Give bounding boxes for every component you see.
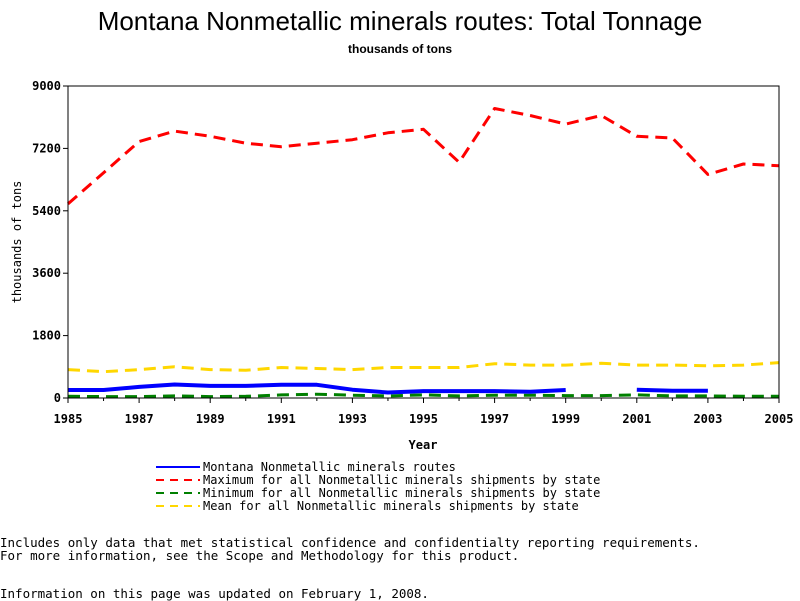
series-line-mean bbox=[67, 361, 780, 374]
y-tick-label: 1800 bbox=[32, 329, 61, 343]
y-tick-label: 0 bbox=[54, 391, 61, 405]
footnote-updated: Information on this page was updated on … bbox=[0, 586, 429, 601]
x-tick-label: 1989 bbox=[196, 412, 225, 426]
y-axis-label: thousands of tons bbox=[10, 181, 24, 304]
y-tick-label: 7200 bbox=[32, 141, 61, 155]
series-line-montana bbox=[68, 382, 566, 395]
x-tick-label: 1999 bbox=[551, 412, 580, 426]
x-axis-label: Year bbox=[409, 438, 438, 452]
series-layer bbox=[67, 107, 780, 399]
series-line-maximum bbox=[67, 107, 780, 206]
x-tick-label: 1997 bbox=[480, 412, 509, 426]
y-tick-label: 9000 bbox=[32, 79, 61, 93]
legend-label-mean: Mean for all Nonmetallic minerals shipme… bbox=[203, 499, 579, 513]
x-tick-label: 1995 bbox=[409, 412, 438, 426]
x-tick-label: 1985 bbox=[54, 412, 83, 426]
series-line-minimum bbox=[67, 392, 779, 399]
y-tick-label: 5400 bbox=[32, 204, 61, 218]
legend-label-montana: Montana Nonmetallic minerals routes bbox=[203, 460, 456, 474]
x-tick-label: 2001 bbox=[622, 412, 651, 426]
chart-subtitle: thousands of tons bbox=[348, 42, 452, 56]
y-tick-label: 3600 bbox=[32, 266, 61, 280]
plot-frame bbox=[67, 85, 780, 399]
legend-label-minimum: Minimum for all Nonmetallic minerals shi… bbox=[203, 486, 601, 500]
chart-title: Montana Nonmetallic minerals routes: Tot… bbox=[97, 6, 703, 36]
legend-swatch-mean bbox=[156, 505, 200, 507]
legend-swatch-minimum bbox=[156, 492, 200, 494]
footnote-methodology: For more information, see the Scope and … bbox=[0, 548, 520, 563]
x-tick-label: 1991 bbox=[267, 412, 296, 426]
legend-swatch-montana bbox=[156, 466, 200, 468]
legend-swatch-maximum bbox=[156, 479, 200, 481]
x-tick-label: 2005 bbox=[765, 412, 794, 426]
series-line-montana bbox=[636, 387, 708, 393]
line-chart: 0 1800 3600 5400 7200 9000 1985 1987 1989 1991 199… bbox=[10, 79, 793, 452]
x-tick-label: 2003 bbox=[693, 412, 722, 426]
x-tick-label: 1993 bbox=[338, 412, 367, 426]
axis-layer: 0 1800 3600 5400 7200 9000 1985 1987 1989 1991 199… bbox=[32, 79, 793, 426]
footnote-confidentiality: Includes only data that met statistical … bbox=[0, 535, 700, 550]
legend-label-maximum: Maximum for all Nonmetallic minerals shi… bbox=[203, 473, 601, 487]
x-tick-label: 1987 bbox=[125, 412, 154, 426]
